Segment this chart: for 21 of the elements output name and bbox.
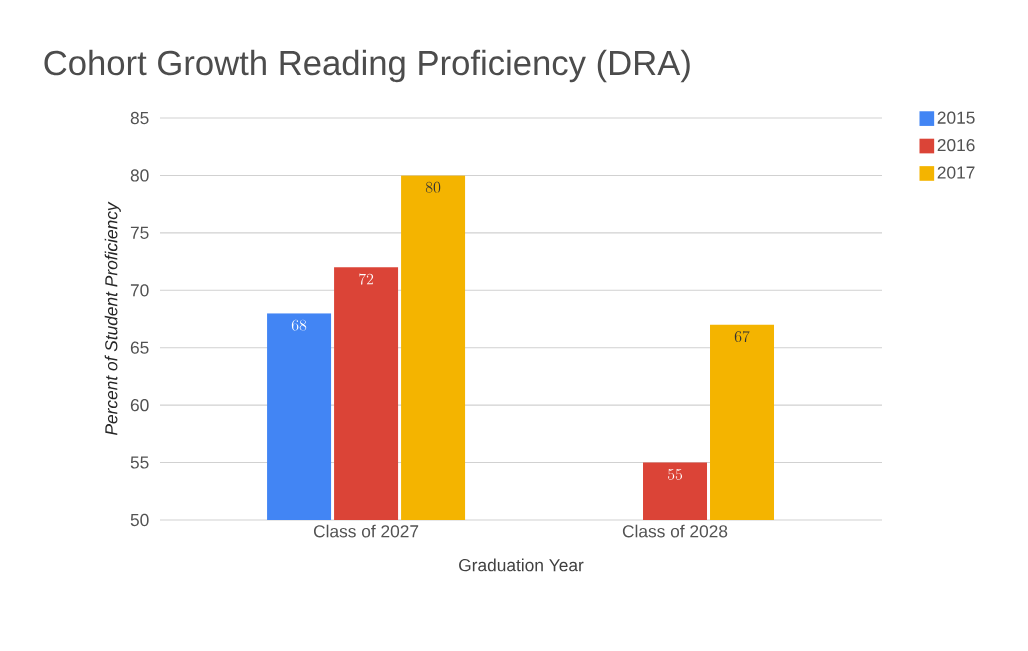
y-tick-label: 65: [130, 341, 149, 354]
x-axis-title: Graduation Year: [459, 558, 584, 572]
legend-label: 2016: [937, 138, 975, 152]
chart-title: Cohort Growth Reading Proficiency (DRA): [44, 49, 690, 83]
x-tick-label: Class of 2028: [622, 524, 728, 538]
legend-label: 2015: [937, 111, 975, 124]
data-label: 80: [425, 181, 441, 193]
data-label: 72: [359, 273, 374, 285]
y-tick-label: 75: [130, 226, 149, 239]
y-tick-label: 70: [130, 284, 149, 297]
x-tick-label: Class of 2027: [313, 524, 419, 538]
legend-label: 2017: [937, 166, 975, 179]
y-tick-label: 50: [130, 513, 149, 527]
data-label: 67: [734, 330, 750, 343]
y-tick-label: 60: [130, 399, 149, 412]
y-tick-label: 55: [130, 456, 149, 469]
y-axis-title: Percent of Student Proficiency: [104, 201, 121, 436]
y-tick-label: 80: [130, 169, 149, 182]
data-label: 55: [667, 468, 683, 480]
y-tick-label: 85: [130, 111, 149, 125]
data-label: 68: [291, 319, 307, 331]
